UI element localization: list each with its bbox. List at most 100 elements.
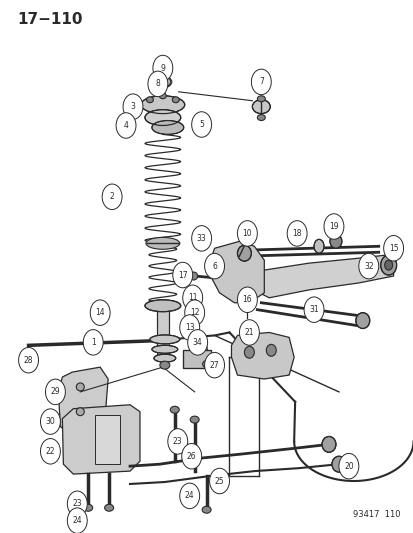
Circle shape: [239, 320, 259, 345]
Circle shape: [45, 379, 65, 405]
Text: 6: 6: [211, 262, 216, 271]
Circle shape: [204, 352, 224, 378]
Circle shape: [19, 348, 38, 373]
Circle shape: [182, 285, 202, 311]
Text: 2: 2: [109, 192, 114, 201]
Bar: [157, 303, 169, 357]
Ellipse shape: [140, 96, 184, 114]
Ellipse shape: [76, 408, 84, 416]
Circle shape: [184, 300, 204, 326]
Text: 30: 30: [45, 417, 55, 426]
Ellipse shape: [237, 245, 251, 261]
Ellipse shape: [159, 64, 166, 70]
Text: 16: 16: [242, 295, 252, 304]
Ellipse shape: [313, 239, 323, 253]
Circle shape: [383, 236, 403, 261]
Text: 27: 27: [209, 361, 219, 370]
Ellipse shape: [321, 437, 335, 453]
Polygon shape: [58, 367, 108, 437]
Circle shape: [237, 221, 257, 246]
Text: 19: 19: [328, 222, 338, 231]
Text: 4: 4: [123, 121, 128, 130]
Text: 10: 10: [242, 229, 252, 238]
Circle shape: [209, 469, 229, 494]
Bar: [157, 303, 169, 357]
Ellipse shape: [202, 360, 212, 368]
Circle shape: [287, 221, 306, 246]
Text: 26: 26: [186, 452, 196, 461]
Ellipse shape: [242, 236, 252, 244]
Text: 8: 8: [155, 79, 160, 88]
Circle shape: [304, 297, 323, 322]
Ellipse shape: [170, 406, 179, 413]
Ellipse shape: [329, 235, 341, 248]
Text: 29: 29: [50, 387, 60, 397]
Text: 18: 18: [292, 229, 301, 238]
Ellipse shape: [257, 115, 265, 120]
Circle shape: [90, 300, 110, 326]
Bar: [182, 350, 210, 368]
Polygon shape: [257, 254, 393, 298]
Text: 23: 23: [72, 499, 82, 508]
Ellipse shape: [172, 97, 179, 103]
Circle shape: [116, 112, 135, 138]
Text: 24: 24: [185, 491, 194, 500]
Ellipse shape: [252, 100, 270, 114]
Ellipse shape: [202, 506, 211, 513]
Circle shape: [251, 69, 271, 95]
Ellipse shape: [83, 504, 93, 511]
Circle shape: [102, 184, 122, 209]
Text: 22: 22: [45, 447, 55, 456]
Text: 24: 24: [72, 516, 82, 525]
Text: 11: 11: [188, 293, 197, 302]
Ellipse shape: [145, 237, 179, 249]
Text: 12: 12: [190, 308, 199, 317]
Text: 31: 31: [309, 305, 318, 314]
Ellipse shape: [266, 344, 275, 356]
Text: 23: 23: [173, 437, 182, 446]
Text: 17−110: 17−110: [17, 12, 83, 27]
Bar: [182, 350, 210, 368]
Ellipse shape: [159, 361, 169, 369]
Text: 9: 9: [160, 63, 165, 72]
Polygon shape: [231, 333, 294, 379]
Ellipse shape: [145, 110, 180, 125]
Text: 17: 17: [178, 271, 187, 279]
Text: 5: 5: [199, 120, 204, 129]
Text: 28: 28: [24, 356, 33, 365]
Circle shape: [67, 491, 87, 516]
Text: 13: 13: [185, 323, 194, 332]
Ellipse shape: [189, 272, 197, 280]
Ellipse shape: [257, 96, 265, 102]
Circle shape: [172, 262, 192, 288]
Circle shape: [204, 253, 224, 279]
Circle shape: [323, 214, 343, 239]
Text: 1: 1: [90, 338, 95, 347]
Circle shape: [358, 253, 378, 279]
Circle shape: [187, 329, 207, 355]
Ellipse shape: [242, 288, 252, 298]
Circle shape: [83, 329, 103, 355]
Circle shape: [67, 508, 87, 533]
Circle shape: [147, 71, 167, 96]
Text: 25: 25: [214, 477, 224, 486]
Ellipse shape: [355, 313, 369, 328]
Ellipse shape: [152, 120, 183, 134]
Text: 20: 20: [343, 462, 353, 471]
Ellipse shape: [380, 255, 396, 275]
Text: 21: 21: [244, 328, 254, 337]
Ellipse shape: [190, 416, 199, 423]
Text: 33: 33: [196, 234, 206, 243]
Circle shape: [338, 454, 358, 479]
Circle shape: [40, 409, 60, 434]
Ellipse shape: [145, 300, 180, 312]
Ellipse shape: [159, 93, 166, 99]
Ellipse shape: [150, 335, 179, 344]
Polygon shape: [209, 241, 263, 303]
Text: 14: 14: [95, 308, 105, 317]
Ellipse shape: [154, 77, 171, 87]
Circle shape: [152, 55, 172, 81]
Ellipse shape: [331, 456, 345, 472]
Text: 32: 32: [363, 262, 373, 271]
Circle shape: [123, 94, 142, 119]
